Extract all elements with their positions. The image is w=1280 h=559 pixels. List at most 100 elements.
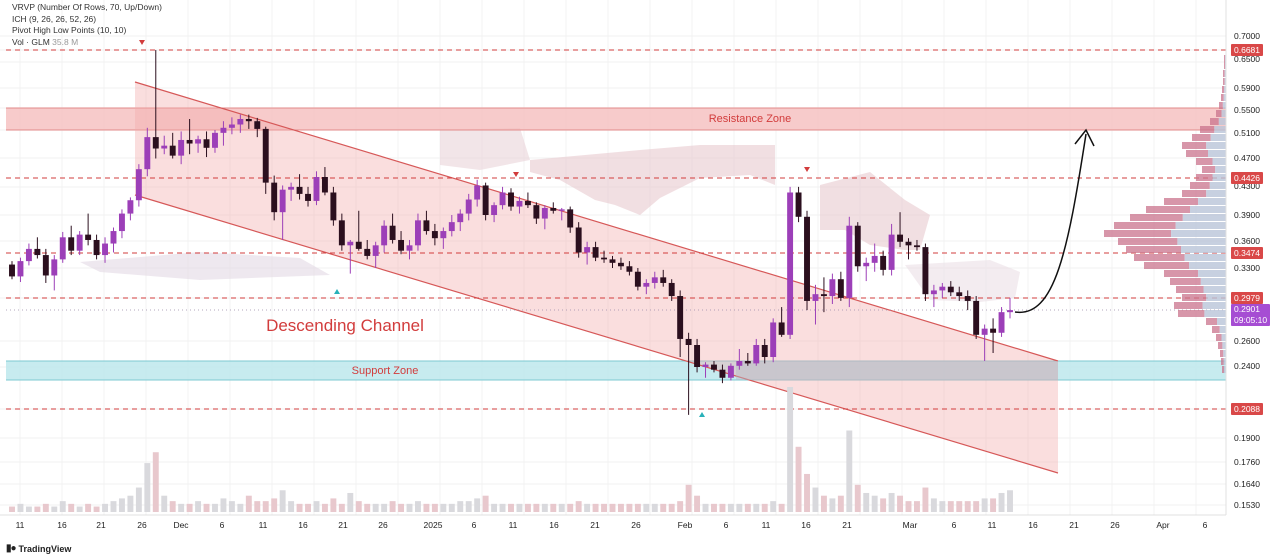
- volume-bar: [271, 498, 278, 512]
- candle-up: [863, 262, 870, 267]
- volume-bar: [584, 503, 591, 512]
- profile-bar-down: [1223, 358, 1226, 365]
- time-tick-label: 26: [631, 520, 641, 530]
- candle-down: [880, 255, 887, 270]
- legend-vrvp[interactable]: VRVP (Number Of Rows, 70, Up/Down): [12, 2, 162, 12]
- time-tick-label: 21: [338, 520, 348, 530]
- candle-up: [279, 189, 286, 213]
- profile-bar-up: [1202, 166, 1216, 173]
- volume-bar: [761, 503, 768, 512]
- profile-bar-up: [1192, 134, 1211, 141]
- candle-up: [651, 277, 658, 283]
- volume-bar: [17, 503, 24, 512]
- price-tick-label: 0.4300: [1234, 181, 1260, 191]
- volume-bar: [820, 495, 827, 512]
- volume-bar: [558, 503, 565, 512]
- price-tick-label: 0.5100: [1234, 128, 1260, 138]
- time-tick-label: Apr: [1156, 520, 1169, 530]
- profile-bar-up: [1200, 126, 1215, 133]
- legend-volume[interactable]: Vol · GLM 35.8 M: [12, 37, 162, 49]
- profile-bar-up: [1196, 174, 1213, 181]
- candle-up: [135, 169, 142, 201]
- candle-down: [947, 286, 954, 293]
- volume-bar: [161, 495, 168, 512]
- profile-bar-down: [1223, 350, 1226, 357]
- profile-bar-down: [1203, 286, 1226, 293]
- volume-bar: [770, 501, 777, 512]
- candle-up: [448, 222, 455, 232]
- profile-bar-down: [1214, 126, 1226, 133]
- candle-down: [152, 137, 159, 149]
- price-tick-label: 0.5500: [1234, 105, 1260, 115]
- candle-down: [431, 231, 438, 239]
- volume-bar: [212, 503, 218, 512]
- volume-bar: [854, 484, 861, 512]
- profile-bar-down: [1206, 294, 1226, 301]
- candle-down: [262, 128, 269, 183]
- profile-bar-down: [1175, 222, 1226, 229]
- volume-bar: [415, 501, 421, 512]
- volume-bar: [144, 463, 151, 512]
- time-axis[interactable]: 11 16 21 26 Dec 6 11 16 21 26 2025 6 11 16 21 26 Feb 6 11 1…: [0, 514, 1226, 530]
- candle-down: [711, 364, 717, 370]
- volume-bar: [237, 503, 244, 512]
- volume-bar: [880, 498, 887, 512]
- time-tick-label: 11: [259, 520, 268, 530]
- volume-bar: [863, 492, 870, 512]
- profile-bar-up: [1221, 94, 1224, 101]
- profile-bar-down: [1206, 190, 1226, 197]
- candle-up: [787, 192, 794, 335]
- volume-bar: [465, 501, 472, 512]
- time-tick-label: 21: [96, 520, 106, 530]
- volume-bar: [152, 452, 159, 512]
- legend-pivot[interactable]: Pivot High Low Points (10, 10): [12, 25, 127, 35]
- cloud-shape: [530, 145, 775, 215]
- pivot-high-icon: [513, 172, 519, 177]
- candle-up: [491, 205, 498, 215]
- volume-bar: [719, 503, 726, 512]
- volume-bar: [406, 503, 413, 512]
- candle-down: [626, 266, 633, 272]
- cloud-shape: [80, 252, 330, 280]
- volume-bar: [508, 503, 514, 512]
- time-tick-label: 2025: [424, 520, 443, 530]
- legend-ichimoku[interactable]: ICH (9, 26, 26, 52, 26): [12, 13, 97, 24]
- candle-down: [922, 247, 929, 295]
- time-tick-label: 21: [842, 520, 852, 530]
- candle-up: [643, 282, 650, 287]
- level-price-tag: 0.2979: [1231, 292, 1263, 304]
- candle-up: [516, 200, 523, 207]
- profile-bar-up: [1130, 214, 1183, 221]
- tradingview-logo[interactable]: ▮● TradingView: [6, 543, 71, 554]
- volume-bar: [228, 501, 235, 512]
- time-tick-label: 21: [1069, 520, 1079, 530]
- candle-up: [237, 119, 244, 125]
- candle-up: [212, 132, 218, 148]
- candle-down: [93, 239, 100, 256]
- candle-down: [296, 186, 303, 194]
- level-price-tag: 0.2088: [1231, 403, 1263, 415]
- profile-bar-down: [1224, 366, 1226, 373]
- candle-down: [761, 345, 768, 357]
- volume-bar: [660, 503, 667, 512]
- volume-bar: [457, 501, 464, 512]
- level-price-tag: 0.6681: [1231, 44, 1263, 56]
- volume-bar: [440, 503, 447, 512]
- volume-bar: [524, 503, 531, 512]
- profile-bar-up: [1222, 86, 1225, 93]
- candle-up: [998, 312, 1005, 333]
- profile-bar-down: [1200, 278, 1226, 285]
- candle-up: [770, 322, 777, 357]
- time-tick-label: 16: [298, 520, 308, 530]
- candle-down: [778, 322, 785, 335]
- price-axis[interactable]: 0.7000 0.6500 0.5900 0.5500 0.5100 0.4700 0.43…: [1225, 0, 1260, 515]
- resistance-zone-label: Resistance Zone: [709, 113, 792, 125]
- candle-down: [330, 192, 337, 221]
- volume-bar: [727, 503, 734, 512]
- volume-bar: [516, 503, 523, 512]
- pivot-markers: [139, 40, 810, 417]
- candle-down: [914, 245, 920, 248]
- candle-down: [271, 182, 278, 213]
- volume-bar: [626, 503, 633, 512]
